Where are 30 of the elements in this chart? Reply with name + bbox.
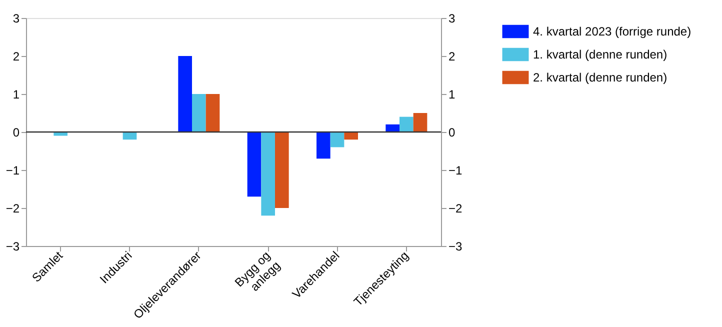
bar: [247, 132, 262, 197]
y-tick-label: 0: [12, 126, 20, 140]
y2-tick-label: 1: [448, 88, 456, 102]
y-tick-label: −2: [6, 202, 20, 216]
y2-tick-label: −3: [448, 240, 463, 254]
bar: [275, 132, 289, 208]
bar: [386, 124, 400, 132]
bar: [344, 132, 358, 140]
bar: [261, 132, 275, 216]
bar: [316, 132, 330, 159]
y-tick-label: 1: [12, 88, 20, 102]
bar: [206, 94, 220, 132]
bar: [413, 113, 428, 132]
legend-label: 2. kvartal (denne runden): [533, 70, 668, 84]
y2-tick-label: 3: [448, 12, 456, 26]
bar: [122, 132, 137, 140]
bar: [178, 56, 192, 132]
y2-tick-label: 2: [448, 50, 456, 64]
y2-tick-label: −1: [448, 164, 463, 178]
y-tick-label: 3: [12, 12, 20, 26]
bar: [330, 132, 344, 148]
y-tick-label: −3: [6, 240, 20, 254]
legend-label: 1. kvartal (denne runden): [533, 48, 668, 62]
y2-tick-label: 0: [448, 126, 456, 140]
bar: [192, 94, 206, 132]
y-tick-label: −1: [6, 164, 20, 178]
legend-label: 4. kvartal 2023 (forrige runde): [533, 24, 692, 38]
bar: [400, 116, 414, 132]
y2-tick-label: −2: [448, 202, 463, 216]
y-tick-label: 2: [12, 50, 20, 64]
